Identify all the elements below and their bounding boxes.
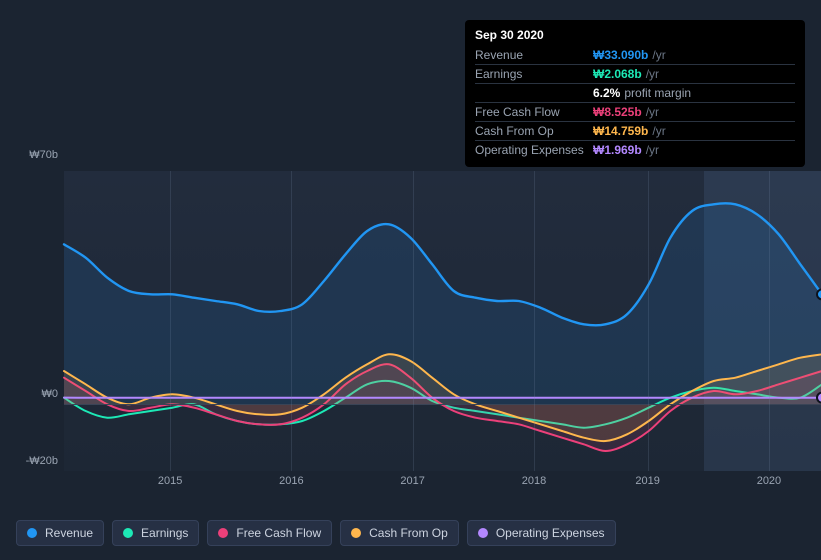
hover-tooltip: Sep 30 2020 Revenue₩33.090b/yrEarnings₩2… (465, 20, 805, 167)
y-axis-min-label: -₩20b (0, 455, 58, 467)
tooltip-value: ₩33.090b (593, 48, 648, 62)
tooltip-row: Earnings₩2.068b/yr (475, 64, 795, 83)
marker-opex (817, 393, 821, 403)
tooltip-row: Cash From Op₩14.759b/yr (475, 121, 795, 140)
tooltip-label: Cash From Op (475, 124, 593, 138)
legend-label: Revenue (45, 526, 93, 540)
legend-dot (27, 528, 37, 538)
tooltip-subrow: 6.2% profit margin (475, 83, 795, 102)
x-tick: 2016 (279, 475, 303, 487)
tooltip-value: ₩2.068b (593, 67, 642, 81)
x-tick: 2020 (757, 475, 781, 487)
y-axis-max-label: ₩70b (0, 149, 58, 161)
legend-label: Operating Expenses (496, 526, 605, 540)
tooltip-sublabel: profit margin (624, 86, 691, 100)
tooltip-value: ₩8.525b (593, 105, 642, 119)
legend-item[interactable]: Earnings (112, 520, 199, 546)
tooltip-suffix: /yr (646, 105, 659, 119)
chart-area: ₩70b ₩0 -₩20b 201520162017201820192020 (16, 155, 806, 475)
x-axis: 2015 2016 2017 2018 2019 2020 (64, 475, 821, 495)
y-axis-zero-label: ₩0 (0, 388, 58, 400)
tooltip-row: Free Cash Flow₩8.525b/yr (475, 102, 795, 121)
legend-label: Free Cash Flow (236, 526, 321, 540)
legend-dot (351, 528, 361, 538)
legend-label: Cash From Op (369, 526, 448, 540)
series-fill-revenue (64, 203, 821, 404)
tooltip-label: Earnings (475, 67, 593, 81)
tooltip-row: Revenue₩33.090b/yr (475, 46, 795, 64)
legend-label: Earnings (141, 526, 188, 540)
tooltip-label: Revenue (475, 48, 593, 62)
legend-dot (218, 528, 228, 538)
legend-dot (123, 528, 133, 538)
tooltip-value: ₩14.759b (593, 124, 648, 138)
legend: Revenue Earnings Free Cash Flow Cash From O… (16, 520, 616, 546)
x-tick: 2015 (158, 475, 182, 487)
tooltip-suffix: /yr (652, 124, 665, 138)
tooltip-suffix: /yr (646, 67, 659, 81)
tooltip-subvalue: 6.2% (593, 86, 620, 100)
tooltip-date: Sep 30 2020 (475, 28, 795, 42)
legend-item[interactable]: Operating Expenses (467, 520, 616, 546)
x-tick: 2018 (522, 475, 546, 487)
legend-dot (478, 528, 488, 538)
tooltip-suffix: /yr (652, 48, 665, 62)
legend-item[interactable]: Free Cash Flow (207, 520, 332, 546)
chart-plot[interactable] (64, 171, 821, 471)
tooltip-label: Free Cash Flow (475, 105, 593, 119)
legend-item[interactable]: Revenue (16, 520, 104, 546)
financials-chart-panel: Sep 30 2020 Revenue₩33.090b/yrEarnings₩2… (0, 0, 821, 560)
x-tick: 2017 (400, 475, 424, 487)
x-tick: 2019 (635, 475, 659, 487)
legend-item[interactable]: Cash From Op (340, 520, 459, 546)
chart-svg (64, 171, 821, 471)
marker-revenue (817, 289, 821, 299)
